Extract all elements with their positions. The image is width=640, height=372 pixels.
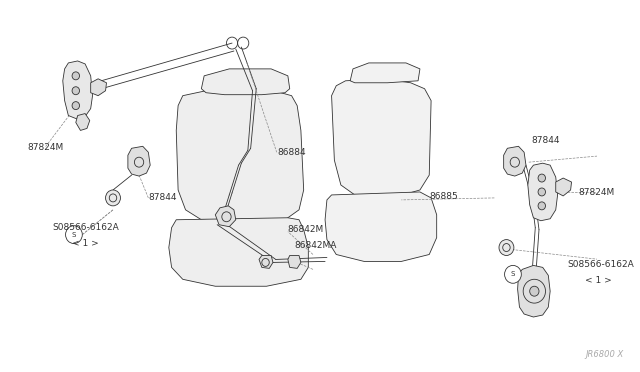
Circle shape: [65, 226, 83, 244]
Polygon shape: [332, 79, 431, 198]
Polygon shape: [91, 79, 106, 96]
Text: 86884: 86884: [278, 148, 307, 157]
Text: 87844: 87844: [532, 136, 560, 145]
Polygon shape: [215, 206, 236, 227]
Polygon shape: [176, 89, 303, 225]
Circle shape: [499, 240, 514, 256]
Polygon shape: [63, 61, 93, 119]
Text: 86885: 86885: [429, 192, 458, 201]
Text: S: S: [511, 271, 515, 278]
Text: 86842M: 86842M: [288, 225, 324, 234]
Polygon shape: [259, 256, 273, 268]
Circle shape: [106, 190, 120, 206]
Text: S08566-6162A: S08566-6162A: [52, 223, 119, 232]
Text: 87844: 87844: [148, 193, 177, 202]
Text: 87824M: 87824M: [28, 143, 64, 152]
Polygon shape: [518, 265, 550, 317]
Text: JR6800 X: JR6800 X: [586, 350, 624, 359]
Text: 87824M: 87824M: [578, 189, 614, 198]
Text: S: S: [72, 232, 76, 238]
Polygon shape: [504, 146, 526, 176]
Circle shape: [72, 72, 79, 80]
Polygon shape: [350, 63, 420, 83]
Text: < 1 >: < 1 >: [72, 239, 99, 248]
Polygon shape: [76, 113, 90, 131]
Text: 86842MA: 86842MA: [294, 241, 337, 250]
Circle shape: [538, 202, 545, 210]
Circle shape: [530, 286, 539, 296]
Circle shape: [538, 188, 545, 196]
Text: < 1 >: < 1 >: [586, 276, 612, 285]
Circle shape: [504, 265, 522, 283]
Polygon shape: [288, 256, 301, 268]
Polygon shape: [528, 163, 557, 221]
Polygon shape: [169, 218, 308, 286]
Polygon shape: [202, 69, 290, 95]
Circle shape: [72, 102, 79, 110]
Circle shape: [538, 174, 545, 182]
Circle shape: [72, 87, 79, 95]
Text: S08566-6162A: S08566-6162A: [567, 260, 634, 269]
Polygon shape: [325, 192, 436, 262]
Polygon shape: [128, 146, 150, 176]
Polygon shape: [556, 178, 572, 196]
